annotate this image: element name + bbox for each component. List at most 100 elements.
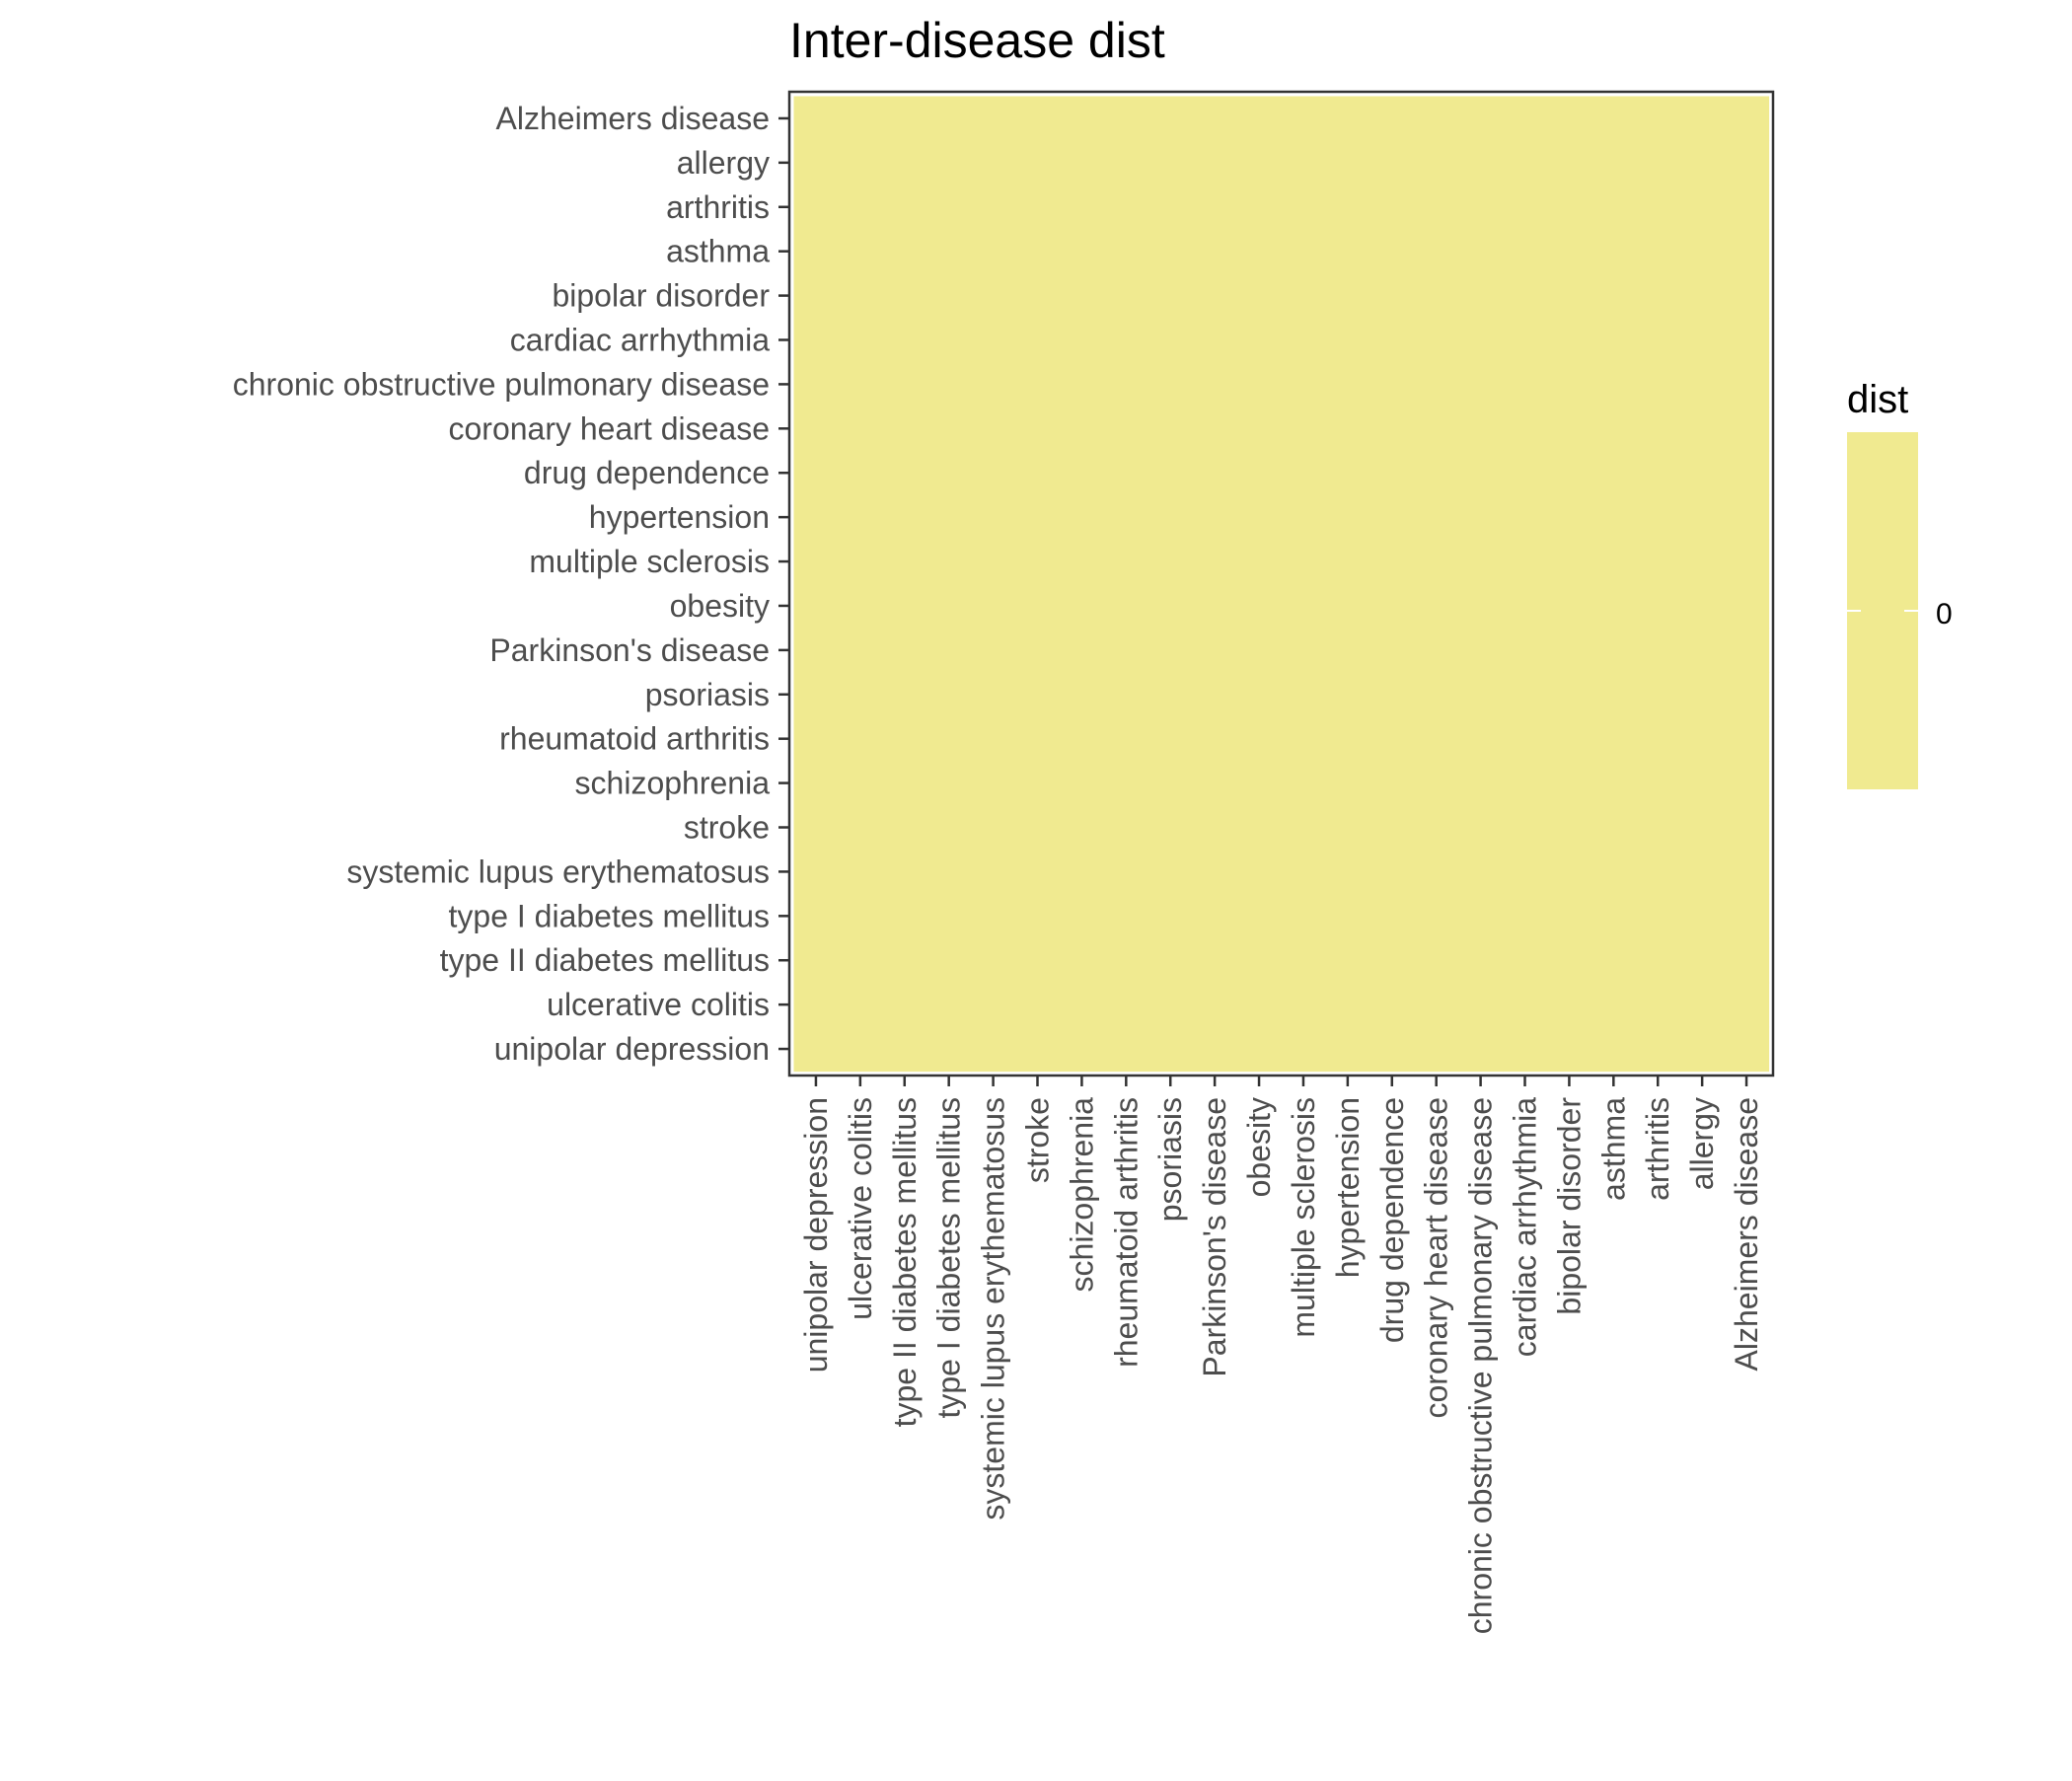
heatmap-cell — [1591, 273, 1637, 319]
heatmap-cell — [1724, 937, 1770, 984]
heatmap-cell — [1679, 185, 1726, 230]
heatmap-cell — [1546, 450, 1592, 496]
y-tick-label: hypertension — [589, 499, 770, 535]
heatmap-cell — [1503, 583, 1548, 630]
heatmap-cell — [1192, 937, 1238, 984]
heatmap-cell — [882, 893, 927, 939]
heatmap-cell — [1147, 96, 1194, 141]
heatmap-cell — [1015, 937, 1061, 984]
heatmap-cell — [1147, 716, 1194, 762]
heatmap-cell — [1325, 450, 1370, 496]
heatmap-cell — [1414, 96, 1459, 141]
heatmap-cell — [1103, 96, 1149, 141]
heatmap-cell — [1103, 893, 1149, 939]
heatmap-cell — [838, 140, 883, 186]
heatmap-cell — [1015, 318, 1061, 363]
heatmap-cell — [1236, 273, 1283, 319]
x-tick-label: Alzheimers disease — [1729, 1097, 1764, 1371]
heatmap-cell — [1281, 849, 1327, 895]
heatmap-cell — [1059, 361, 1105, 408]
heatmap-cell — [1414, 893, 1459, 939]
heatmap-cell — [838, 273, 883, 319]
x-tick-label: chronic obstructive pulmonary disease — [1463, 1097, 1499, 1634]
heatmap-cell — [1369, 937, 1415, 984]
heatmap-cell — [1458, 229, 1504, 274]
heatmap-cell — [1015, 583, 1061, 630]
heatmap-cell — [1369, 140, 1415, 186]
heatmap-cell — [1281, 185, 1327, 230]
heatmap-cell — [1591, 1026, 1637, 1073]
heatmap-cell — [1546, 494, 1592, 541]
heatmap-cell — [1591, 318, 1637, 363]
heatmap-cell — [1147, 849, 1194, 895]
legend: dist 0 — [1847, 378, 1953, 789]
heatmap-cell — [926, 185, 972, 230]
heatmap-cell — [1679, 318, 1726, 363]
heatmap-cell — [1192, 96, 1238, 141]
heatmap-cell — [1059, 96, 1105, 141]
heatmap-cell — [1192, 982, 1238, 1028]
heatmap-cell — [1192, 716, 1238, 762]
heatmap-cell — [1591, 450, 1637, 496]
heatmap-cell — [1369, 361, 1415, 408]
y-tick-label: unipolar depression — [494, 1031, 770, 1067]
heatmap-cell — [1103, 185, 1149, 230]
heatmap-cell — [1635, 229, 1681, 274]
heatmap-cell — [971, 96, 1016, 141]
heatmap-cell — [1325, 672, 1370, 717]
heatmap-cell — [1724, 583, 1770, 630]
heatmap-cell — [1015, 716, 1061, 762]
heatmap-cell — [1059, 273, 1105, 319]
heatmap-cell — [1103, 716, 1149, 762]
heatmap-cell — [1503, 937, 1548, 984]
heatmap-cell — [971, 406, 1016, 452]
x-tick-label: arthritis — [1640, 1097, 1675, 1201]
heatmap-cell — [1147, 583, 1194, 630]
heatmap-cell — [1458, 761, 1504, 806]
heatmap-cell — [1724, 96, 1770, 141]
x-tick-label: drug dependence — [1374, 1097, 1410, 1343]
heatmap-cell — [1546, 716, 1592, 762]
heatmap-cell — [1414, 539, 1459, 585]
heatmap-cell — [1192, 805, 1238, 851]
heatmap-cell — [971, 982, 1016, 1028]
y-tick-label: psoriasis — [645, 677, 770, 712]
heatmap-cell — [1724, 672, 1770, 717]
heatmap-cell — [793, 761, 839, 806]
heatmap-cell — [1591, 672, 1637, 717]
legend-tick-label: 0 — [1936, 598, 1953, 631]
heatmap-cell — [1458, 539, 1504, 585]
x-tick-label: coronary heart disease — [1419, 1097, 1454, 1419]
heatmap-cell — [1015, 849, 1061, 895]
heatmap-cell — [1147, 893, 1194, 939]
x-tick-label: hypertension — [1330, 1097, 1366, 1278]
heatmap-cell — [1679, 583, 1726, 630]
x-tick-label: systemic lupus erythematosus — [976, 1097, 1011, 1521]
y-tick-label: coronary heart disease — [448, 410, 770, 446]
heatmap-cell — [1192, 494, 1238, 541]
heatmap-cell — [1192, 450, 1238, 496]
heatmap-cell — [1325, 982, 1370, 1028]
heatmap-cell — [926, 450, 972, 496]
heatmap-cell — [1147, 361, 1194, 408]
heatmap-cell — [1414, 672, 1459, 717]
heatmap-cell — [1192, 672, 1238, 717]
heatmap-cell — [793, 849, 839, 895]
heatmap-cell — [1236, 318, 1283, 363]
y-tick-label: bipolar disorder — [552, 278, 770, 314]
heatmap-cell — [1679, 406, 1726, 452]
heatmap-cell — [1369, 583, 1415, 630]
heatmap-cell — [926, 761, 972, 806]
heatmap-cell — [1281, 140, 1327, 186]
heatmap-cell — [1236, 628, 1283, 673]
heatmap-cell — [1059, 672, 1105, 717]
heatmap-cell — [1325, 406, 1370, 452]
heatmap-cell — [1724, 185, 1770, 230]
heatmap-cell — [926, 1026, 972, 1073]
heatmap-cell — [882, 1026, 927, 1073]
heatmap-cell — [1458, 672, 1504, 717]
heatmap-cell — [1325, 318, 1370, 363]
heatmap-cell — [1236, 361, 1283, 408]
heatmap-cell — [1236, 672, 1283, 717]
heatmap-cell — [1635, 716, 1681, 762]
